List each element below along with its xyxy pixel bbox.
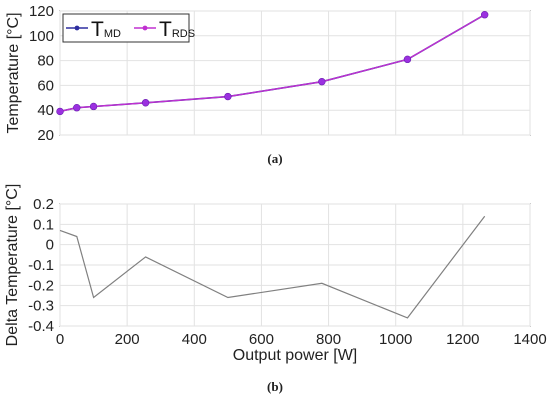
- chart-a-y-tick-label: 80: [37, 53, 54, 70]
- chart-b-x-tick-label: 1400: [513, 331, 546, 348]
- chart-b-caption: (b): [267, 379, 283, 394]
- chart-b-y-tick-label: -0.1: [28, 257, 54, 274]
- chart-b-y-tick-labels: -0.4 -0.3 -0.2 -0.1 0 0.1 0.2: [28, 196, 54, 335]
- chart-b-x-tick-labels: 0 200 400 600 800 1000 1200 1400: [56, 331, 547, 348]
- chart-b-y-tick-label: 0: [46, 237, 54, 254]
- chart-b-x-tick-label: 1000: [379, 331, 412, 348]
- chart-a-y-tick-label: 100: [29, 28, 54, 45]
- chart-a-legend-label: TRDS: [159, 18, 195, 41]
- chart-a-legend-marker: [142, 25, 148, 31]
- chart-a-y-tick-label: 40: [37, 102, 54, 119]
- chart-b-x-tick-label: 0: [56, 331, 64, 348]
- chart-a-y-axis-title: Temperature [°C]: [5, 12, 22, 133]
- chart-b-x-tick-label: 800: [316, 331, 341, 348]
- chart-a-legend-label: TMD: [91, 18, 121, 41]
- chart-a-data-point: [480, 11, 489, 19]
- chart-a-data-point: [141, 99, 150, 107]
- chart-a-data-point: [224, 92, 232, 101]
- chart-a-y-tick-label: 20: [37, 127, 54, 144]
- chart-b-series-line: [59, 215, 486, 319]
- chart-b: -0.4 -0.3 -0.2 -0.1 0 0.1 0.2 0 200 400 600 800 100…: [4, 184, 547, 394]
- chart-b-y-axis-title: Delta Temperature [°C]: [4, 184, 21, 347]
- chart-a-series: [56, 11, 489, 116]
- chart-b-y-tick-label: 0.1: [33, 216, 54, 233]
- chart-a-data-point: [403, 55, 412, 64]
- chart-b-x-axis-title: Output power [W]: [233, 347, 358, 364]
- chart-b-y-tick-label: -0.3: [28, 298, 54, 315]
- chart-a-data-point: [318, 77, 326, 86]
- chart-a-data-point: [89, 102, 98, 111]
- chart-b-x-tick-label: 400: [182, 331, 207, 348]
- chart-a-y-tick-labels: 20 40 60 80 100 120: [29, 3, 54, 144]
- chart-b-y-tick-label: -0.2: [28, 277, 54, 294]
- chart-b-grid: [59, 203, 531, 327]
- chart-b-x-tick-label: 600: [249, 331, 274, 348]
- chart-a-y-tick-label: 120: [29, 3, 54, 20]
- chart-b-x-tick-label: 1200: [446, 331, 479, 348]
- chart-a-data-point: [56, 107, 64, 116]
- chart-b-x-tick-label: 200: [115, 331, 140, 348]
- chart-a-legend: TMD TRDS: [62, 13, 195, 43]
- chart-b-y-tick-label: -0.4: [28, 318, 54, 335]
- chart-a-data-point: [73, 104, 81, 112]
- chart-b-series: [59, 215, 486, 319]
- chart-a-caption: (a): [267, 151, 282, 166]
- chart-a-legend-marker: [74, 25, 80, 31]
- chart-a-y-tick-label: 60: [37, 77, 54, 94]
- chart-b-y-tick-label: 0.2: [33, 196, 54, 213]
